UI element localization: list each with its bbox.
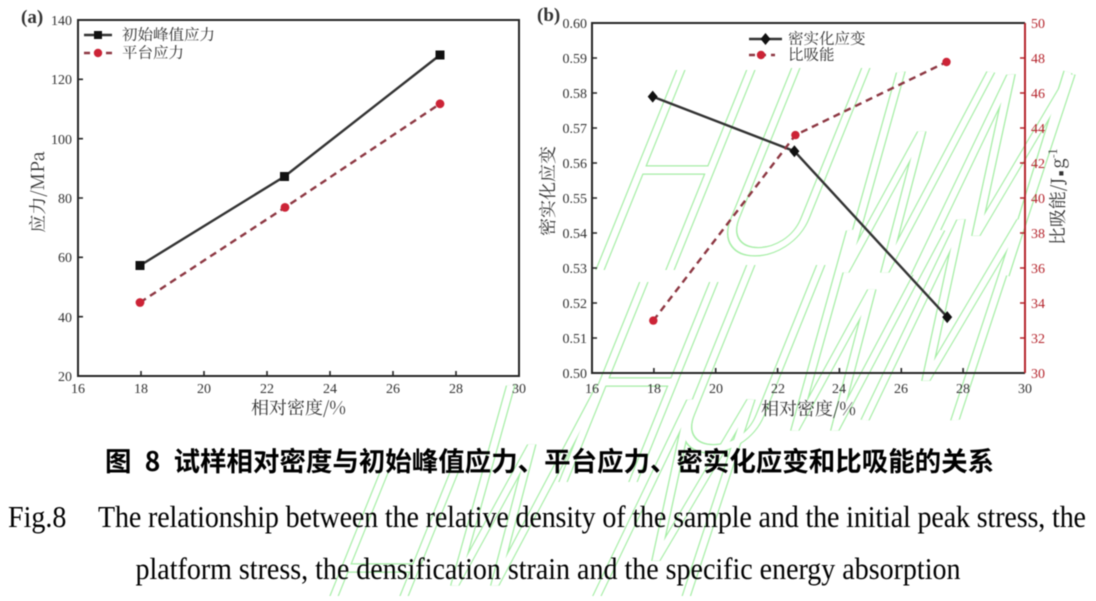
svg-text:0.54: 0.54 xyxy=(563,227,588,242)
svg-text:24: 24 xyxy=(323,382,337,397)
svg-text:22: 22 xyxy=(771,382,785,397)
svg-text:0.56: 0.56 xyxy=(563,157,588,172)
svg-text:0.50: 0.50 xyxy=(563,367,588,382)
svg-text:42: 42 xyxy=(1031,157,1045,172)
svg-text:28: 28 xyxy=(956,382,970,397)
svg-text:140: 140 xyxy=(51,14,72,29)
svg-text:48: 48 xyxy=(1031,52,1045,67)
svg-text:26: 26 xyxy=(894,382,908,397)
svg-text:28: 28 xyxy=(449,382,463,397)
svg-text:22: 22 xyxy=(260,382,274,397)
svg-text:40: 40 xyxy=(58,311,72,326)
svg-text:38: 38 xyxy=(1031,227,1045,242)
svg-text:30: 30 xyxy=(1018,382,1032,397)
svg-text:120: 120 xyxy=(51,73,72,88)
svg-text:32: 32 xyxy=(1031,332,1045,347)
svg-text:36: 36 xyxy=(1031,262,1045,277)
svg-text:60: 60 xyxy=(58,251,72,266)
svg-text:100: 100 xyxy=(51,133,72,148)
svg-text:0.58: 0.58 xyxy=(563,87,588,102)
svg-text:0.53: 0.53 xyxy=(563,262,588,277)
svg-text:50: 50 xyxy=(1031,17,1045,32)
svg-text:(a): (a) xyxy=(21,7,43,28)
svg-text:46: 46 xyxy=(1031,87,1045,102)
svg-text:0.55: 0.55 xyxy=(563,192,588,207)
svg-text:40: 40 xyxy=(1031,192,1045,207)
svg-text:18: 18 xyxy=(647,382,661,397)
svg-text:24: 24 xyxy=(832,382,846,397)
svg-text:0.52: 0.52 xyxy=(563,297,588,312)
svg-text:26: 26 xyxy=(386,382,400,397)
svg-text:The relationship between the r: The relationship between the relative de… xyxy=(98,501,1086,534)
svg-text:20: 20 xyxy=(58,370,72,385)
svg-text:0.60: 0.60 xyxy=(563,17,588,32)
svg-text:platform stress, the densifica: platform stress, the densification strai… xyxy=(136,553,961,586)
svg-text:20: 20 xyxy=(709,382,723,397)
svg-text:34: 34 xyxy=(1031,297,1045,312)
svg-text:16: 16 xyxy=(585,382,599,397)
svg-text:30: 30 xyxy=(1031,367,1045,382)
svg-text:44: 44 xyxy=(1031,122,1045,137)
svg-text:0.57: 0.57 xyxy=(563,122,588,137)
svg-text:Fig.8: Fig.8 xyxy=(8,501,66,534)
svg-text:0.59: 0.59 xyxy=(563,52,588,67)
svg-text:16: 16 xyxy=(71,382,85,397)
svg-text:80: 80 xyxy=(58,192,72,207)
svg-text:30: 30 xyxy=(512,382,526,397)
svg-text:0.51: 0.51 xyxy=(563,332,588,347)
svg-text:(b): (b) xyxy=(537,5,560,26)
svg-text:20: 20 xyxy=(197,382,211,397)
svg-text:18: 18 xyxy=(134,382,148,397)
